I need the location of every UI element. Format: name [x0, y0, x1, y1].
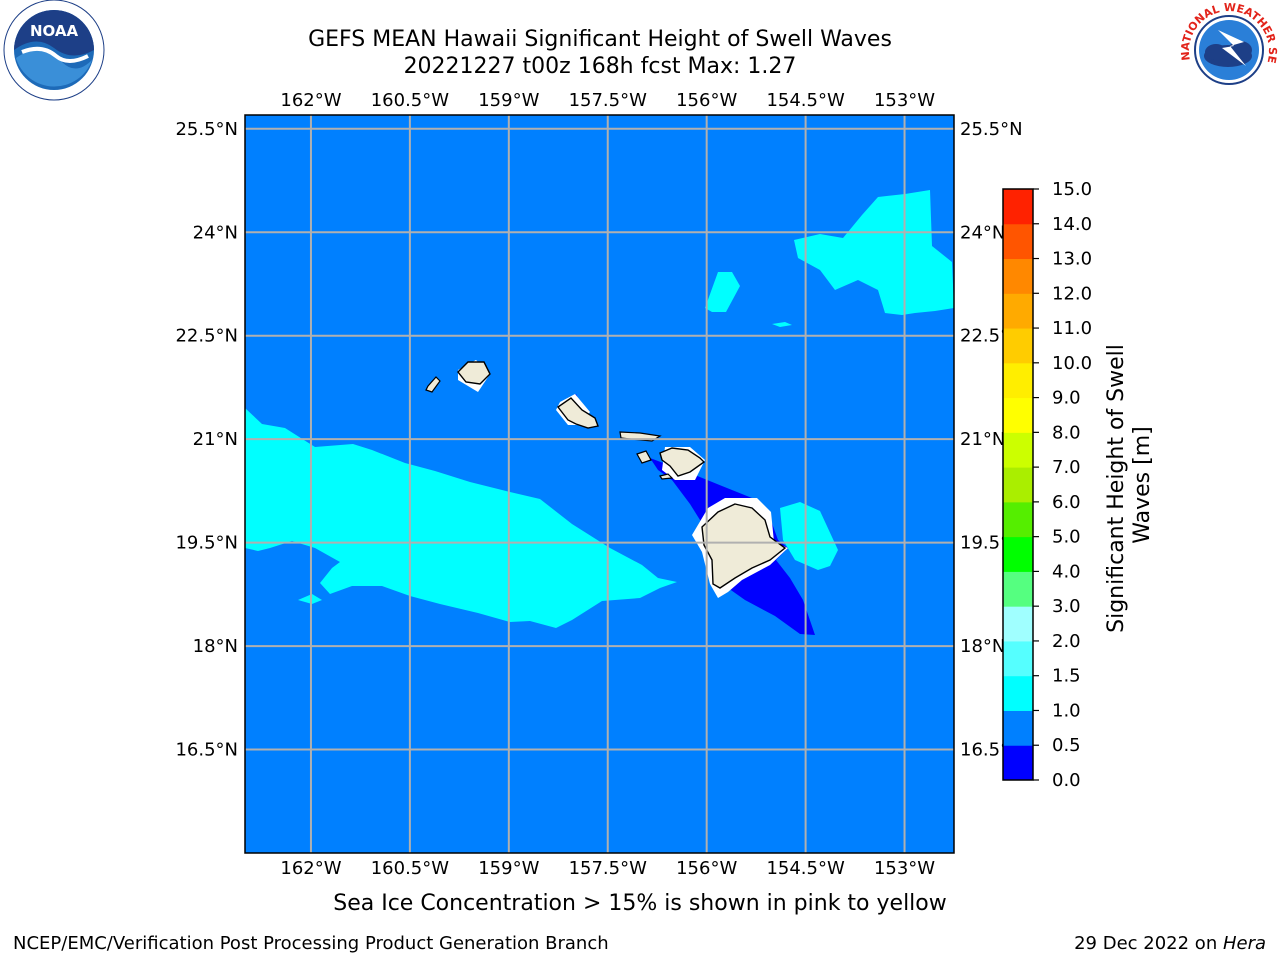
lat-label-left: 19.5°N [175, 533, 238, 554]
colorbar-segment [1003, 397, 1033, 433]
colorbar-label: 1.0 [1052, 700, 1081, 721]
lon-label-bottom: 162°W [280, 858, 341, 879]
lat-labels-left: 25.5°N 24°N 22.5°N 21°N 19.5°N 18°N 16.5°N [175, 119, 238, 761]
graticule [245, 115, 954, 853]
colorbar-label: 14.0 [1052, 214, 1092, 235]
colorbar-segment [1003, 467, 1033, 503]
island-maui [659, 447, 706, 477]
colorbar-label: 10.0 [1052, 353, 1092, 374]
lon-label-bottom: 154.5°W [766, 858, 845, 879]
lon-label-bottom: 160.5°W [371, 858, 450, 879]
footer-credit: NCEP/EMC/Verification Post Processing Pr… [13, 933, 609, 954]
swell-region-north [705, 272, 740, 312]
lat-label-left: 22.5°N [175, 326, 238, 347]
colorbar-label: 4.0 [1052, 561, 1081, 582]
map-title: GEFS MEAN Hawaii Significant Height of S… [308, 27, 892, 52]
colorbar-label: 3.0 [1052, 596, 1081, 617]
lon-label-top: 153°W [874, 90, 935, 111]
island-kahoolawe [659, 473, 674, 480]
colorbar-segment [1003, 501, 1033, 538]
lat-label-left: 25.5°N [175, 119, 238, 140]
lat-label-right: 18°N [960, 636, 1005, 657]
swell-region-southwest [245, 408, 677, 628]
colorbar-labels: 0.0 0.5 1.0 1.5 2.0 3.0 4.0 5.0 6.0 7.0 8.0 9.0 10.0… [1033, 179, 1092, 791]
colorbar-segment [1003, 606, 1033, 642]
swell-region-thin-north [772, 322, 792, 327]
lat-label-right: 24°N [960, 222, 1005, 243]
colorbar-label: 2.0 [1052, 631, 1081, 652]
colorbar-label: 0.5 [1052, 735, 1081, 756]
colorbar-segment [1003, 293, 1033, 329]
colorbar-segment [1003, 258, 1033, 294]
colorbar-segment [1003, 710, 1033, 746]
colorbar-segment [1003, 432, 1033, 468]
colorbar [1002, 188, 1034, 781]
map-subtitle: 20221227 t00z 168h fcst Max: 1.27 [403, 54, 797, 79]
colorbar-title-line1: Significant Height of Swell [1104, 344, 1129, 633]
colorbar-label: 1.5 [1052, 666, 1081, 687]
colorbar-frame [1002, 188, 1034, 781]
colorbar-label: 5.0 [1052, 527, 1081, 548]
lon-labels-top: 162°W 160.5°W 159°W 157.5°W 156°W 154.5°W 153°… [280, 90, 935, 111]
colorbar-segment [1003, 675, 1033, 711]
lon-label-bottom: 156°W [676, 858, 737, 879]
lon-label-top: 157.5°W [569, 90, 648, 111]
colorbar-segment [1003, 362, 1033, 399]
island-niihau [425, 376, 441, 393]
island-lanai [636, 450, 652, 464]
colorbar-segment [1003, 571, 1033, 607]
footer-date-text: 29 Dec 2022 on [1074, 933, 1223, 954]
lon-label-top: 154.5°W [766, 90, 845, 111]
noaa-logo-text: NOAA [30, 22, 79, 40]
colorbar-title-line2: Waves [m] [1130, 426, 1155, 543]
colorbar-label: 12.0 [1052, 283, 1092, 304]
colorbar-segment [1003, 189, 1033, 225]
footer-host: Hera [1222, 933, 1266, 954]
colorbar-title: Significant Height of Swell Waves [m] [1104, 337, 1155, 633]
sea-ice-note: Sea Ice Concentration > 15% is shown in … [333, 891, 947, 916]
colorbar-label: 0.0 [1052, 770, 1081, 791]
lon-label-top: 160.5°W [371, 90, 450, 111]
island-kauai [457, 361, 491, 385]
lat-label-left: 16.5°N [175, 740, 238, 761]
lon-label-bottom: 153°W [874, 858, 935, 879]
lat-label-left: 21°N [193, 429, 238, 450]
colorbar-label: 13.0 [1052, 249, 1092, 270]
colorbar-label: 9.0 [1052, 388, 1081, 409]
lat-label-right: 25.5°N [960, 119, 1023, 140]
colorbar-label: 15.0 [1052, 179, 1092, 200]
colorbar-segment [1003, 536, 1033, 572]
map-frame [244, 114, 955, 854]
colorbar-label: 7.0 [1052, 457, 1081, 478]
colorbar-label: 11.0 [1052, 318, 1092, 339]
lon-label-top: 159°W [478, 90, 539, 111]
island-oahu [556, 397, 599, 429]
lon-label-bottom: 159°W [478, 858, 539, 879]
lon-label-top: 162°W [280, 90, 341, 111]
colorbar-segment [1003, 328, 1033, 364]
swell-region-northeast [794, 190, 954, 315]
colorbar-label: 8.0 [1052, 422, 1081, 443]
colorbar-label: 6.0 [1052, 492, 1081, 513]
lat-label-left: 24°N [193, 222, 238, 243]
noaa-logo: NOAA [3, 0, 105, 101]
colorbar-segment [1003, 223, 1033, 260]
lat-label-right: 21°N [960, 429, 1005, 450]
swell-region-east-of-big-island [780, 502, 838, 570]
lon-label-bottom: 157.5°W [569, 858, 648, 879]
lat-label-left: 18°N [193, 636, 238, 657]
lon-label-top: 156°W [676, 90, 737, 111]
colorbar-segment [1003, 640, 1033, 677]
nws-logo: NATIONAL WEATHER SERVICE [1178, 0, 1279, 97]
footer-date: 29 Dec 2022 on Hera [1074, 933, 1266, 954]
map-area [245, 115, 954, 853]
lon-labels-bottom: 162°W 160.5°W 159°W 157.5°W 156°W 154.5°W 153°… [280, 858, 935, 879]
island-hawaii [701, 503, 787, 589]
colorbar-segment [1003, 745, 1033, 781]
